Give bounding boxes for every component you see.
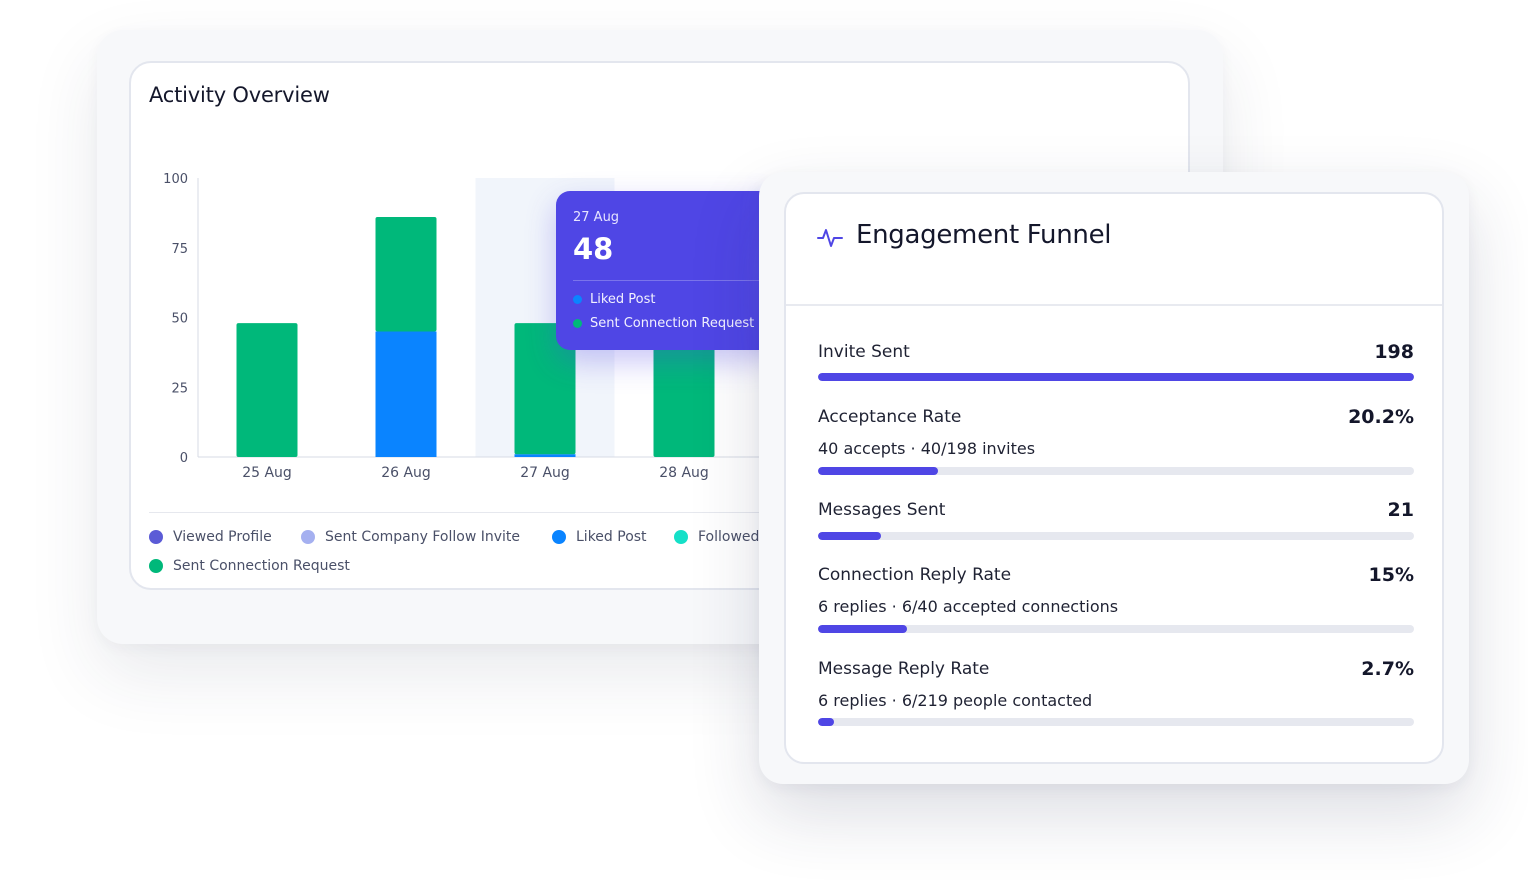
metric-progress-track <box>818 718 1414 726</box>
legend-label: Sent Company Follow Invite <box>325 529 521 545</box>
chart-tooltip: 27 Aug 48 Liked Post Sent Connection Req… <box>556 191 776 350</box>
tooltip-date: 27 Aug <box>573 210 620 225</box>
metric-progress-track <box>818 532 1414 540</box>
tooltip-total-value: 48 <box>573 232 614 266</box>
legend-item-sent-company-follow-invite[interactable]: Sent Company Follow Invite <box>301 529 520 545</box>
chart-divider <box>149 512 789 513</box>
legend-label: Viewed Profile <box>173 529 272 545</box>
metric-progress-fill <box>818 625 908 633</box>
tooltip-dot <box>573 319 582 328</box>
y-tick-label: 75 <box>171 242 188 257</box>
x-tick-label: 26 Aug <box>381 465 431 481</box>
pulse-icon <box>817 229 843 247</box>
legend-item-followed[interactable]: Followed <box>674 529 759 545</box>
metric-progress-track <box>818 373 1414 381</box>
bar-segment <box>514 323 576 455</box>
tooltip-item-label: Sent Connection Request <box>590 316 755 331</box>
metric-label: Invite Sent <box>818 342 910 362</box>
legend-item-liked-post[interactable]: Liked Post <box>552 529 647 545</box>
x-tick-label: 25 Aug <box>242 465 292 481</box>
y-tick-label: 50 <box>171 312 188 327</box>
bar-segment <box>375 331 437 457</box>
metric-value: 20.2% <box>1348 406 1414 428</box>
x-tick-label: 28 Aug <box>659 465 709 481</box>
metric-progress-fill <box>818 718 835 726</box>
bar-segment <box>653 323 715 457</box>
metric-value: 21 <box>1387 499 1414 521</box>
metric-value: 198 <box>1374 341 1414 363</box>
legend-label: Sent Connection Request <box>173 558 350 574</box>
funnel-header: Engagement Funnel <box>786 194 1442 306</box>
metric-label: Message Reply Rate <box>818 659 990 679</box>
tooltip-item-sent-connection-request: Sent Connection Request <box>573 316 754 331</box>
metric-label: Connection Reply Rate <box>818 565 1012 585</box>
metric-label: Messages Sent <box>818 500 946 520</box>
y-tick-label: 100 <box>163 172 188 187</box>
legend-label: Liked Post <box>576 529 647 545</box>
y-tick-label: 0 <box>180 451 188 466</box>
legend-item-viewed-profile[interactable]: Viewed Profile <box>149 529 272 545</box>
metric-subtext: 6 replies · 6/219 people contacted <box>818 691 1093 710</box>
tooltip-divider <box>573 280 776 281</box>
metric-progress-fill <box>818 467 939 475</box>
legend-dot <box>674 530 688 544</box>
legend-item-sent-connection-request[interactable]: Sent Connection Request <box>149 558 350 574</box>
tooltip-dot <box>573 295 582 304</box>
tooltip-item-label: Liked Post <box>590 292 656 307</box>
metric-progress-fill <box>818 373 1414 381</box>
legend-dot <box>149 530 163 544</box>
bar-segment <box>236 323 298 457</box>
tooltip-item-liked-post: Liked Post <box>573 292 656 307</box>
activity-overview-title: Activity Overview <box>149 83 330 107</box>
bar-segment <box>375 217 437 332</box>
metric-progress-fill <box>818 532 882 540</box>
legend-dot <box>149 559 163 573</box>
engagement-funnel-card: Engagement Funnel Invite Sent 198 Accept… <box>784 192 1444 764</box>
funnel-title: Engagement Funnel <box>856 220 1112 250</box>
y-tick-label: 25 <box>171 381 188 396</box>
legend-label: Followed <box>698 529 760 545</box>
metric-subtext: 6 replies · 6/40 accepted connections <box>818 597 1119 616</box>
legend-dot <box>552 530 566 544</box>
x-tick-label: 27 Aug <box>520 465 570 481</box>
metric-value: 15% <box>1368 564 1414 586</box>
metric-value: 2.7% <box>1361 658 1414 680</box>
legend-dot <box>301 530 315 544</box>
metric-progress-track <box>818 467 1414 475</box>
metric-label: Acceptance Rate <box>818 407 962 427</box>
metric-subtext: 40 accepts · 40/198 invites <box>818 439 1036 458</box>
metric-progress-track <box>818 625 1414 633</box>
bar-segment <box>514 454 576 457</box>
